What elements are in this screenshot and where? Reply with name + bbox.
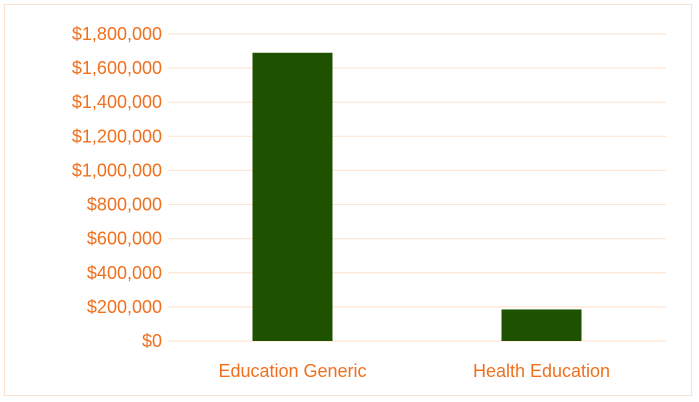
y-tick-label: $1,800,000 [72,24,162,44]
bar-health-education [501,309,582,341]
y-tick-label: $1,600,000 [72,58,162,78]
y-tick-label: $600,000 [87,229,162,249]
y-tick-label: $0 [142,331,162,351]
x-category-label: Health Education [473,361,610,381]
bar-education-generic [252,52,333,342]
x-category-label: Education Generic [218,361,366,381]
y-tick-label: $1,200,000 [72,126,162,146]
y-tick-label: $400,000 [87,263,162,283]
y-tick-label: $1,400,000 [72,92,162,112]
y-tick-label: $1,000,000 [72,160,162,180]
y-tick-label: $800,000 [87,195,162,215]
y-tick-label: $200,000 [87,297,162,317]
